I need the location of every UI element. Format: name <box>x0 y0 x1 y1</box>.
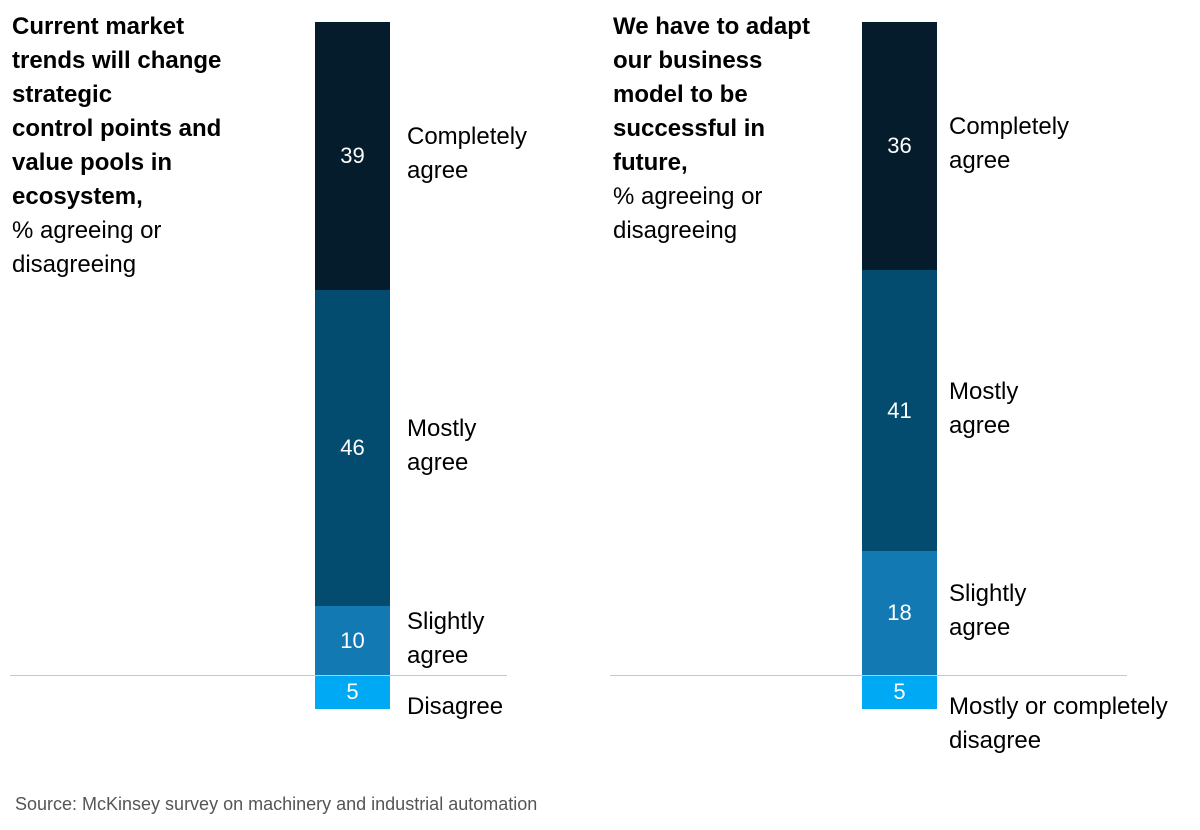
baseline <box>610 675 1127 676</box>
value-label: 41 <box>887 397 912 423</box>
segment-label: Disagree <box>407 693 504 720</box>
baseline <box>10 675 507 676</box>
bar-segment <box>315 675 390 710</box>
segment-label: Completely agree <box>407 123 528 185</box>
chart-subtitle: % agreeing or disagreeing <box>12 217 162 278</box>
bar-segment <box>862 22 937 270</box>
segment-label: Mostly or completely disagree <box>949 693 1168 754</box>
segment-label: Mostly agree <box>949 377 1019 439</box>
value-label: 36 <box>887 133 912 158</box>
segment-label: Slightly agree <box>407 607 485 669</box>
bar-segment <box>315 22 390 291</box>
value-label: 10 <box>340 627 365 653</box>
value-label: 5 <box>346 679 359 705</box>
value-label: 46 <box>340 435 365 461</box>
value-label: 5 <box>893 679 906 705</box>
segment-label: Mostly agree <box>407 415 477 477</box>
chart-title: Current market trends will change strate… <box>12 13 222 210</box>
segment-label: Completely agree <box>949 113 1070 174</box>
bar-segment <box>862 551 937 675</box>
bar-segment <box>862 675 937 710</box>
bar-segment <box>862 269 937 552</box>
source: Source: McKinsey survey on machinery and… <box>15 794 538 814</box>
segment-label: Slightly agree <box>949 580 1027 642</box>
chart-title: We have to adapt our business model to b… <box>613 13 810 176</box>
value-label: 39 <box>340 143 365 169</box>
value-label: 18 <box>887 600 912 626</box>
bar-segment <box>315 290 390 607</box>
bar-segment <box>315 606 390 675</box>
chart-subtitle: % agreeing or disagreeing <box>613 183 763 244</box>
